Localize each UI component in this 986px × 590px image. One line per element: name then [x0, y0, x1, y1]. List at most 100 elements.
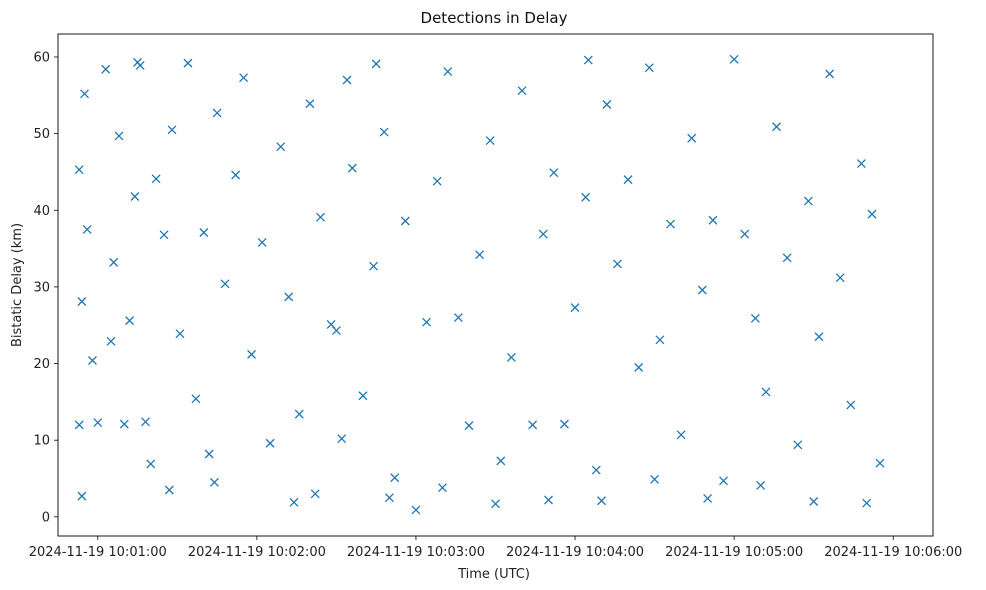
data-point — [875, 458, 885, 468]
data-point — [581, 192, 591, 202]
data-point — [528, 420, 538, 430]
data-point — [597, 496, 607, 506]
data-point — [623, 175, 633, 185]
y-tick-label: 0 — [42, 510, 50, 525]
data-point — [265, 438, 275, 448]
data-point — [793, 440, 803, 450]
data-point — [703, 493, 713, 503]
data-point — [538, 229, 548, 239]
data-point — [390, 473, 400, 483]
data-point — [164, 485, 174, 495]
data-point — [687, 133, 697, 143]
data-point — [650, 474, 660, 484]
data-point — [644, 63, 654, 73]
x-tick-label: 2024-11-19 10:03:00 — [347, 545, 485, 560]
data-point — [384, 493, 394, 503]
data-point — [231, 170, 241, 180]
data-point — [93, 418, 103, 428]
data-point — [867, 209, 877, 219]
data-point — [77, 491, 87, 501]
data-point — [191, 394, 201, 404]
data-point — [331, 326, 341, 336]
data-point — [199, 228, 209, 237]
data-point — [74, 420, 84, 430]
data-point — [133, 57, 143, 67]
data-point — [655, 335, 665, 345]
data-point — [167, 125, 177, 135]
data-point — [602, 100, 612, 109]
data-point — [856, 159, 866, 168]
data-point — [862, 498, 872, 508]
y-tick-label: 40 — [33, 204, 50, 219]
data-point — [719, 476, 728, 486]
data-point — [183, 58, 193, 68]
data-point — [88, 356, 97, 365]
data-point — [491, 499, 500, 509]
data-point — [276, 142, 286, 152]
data-point — [109, 257, 119, 267]
data-point — [485, 136, 495, 145]
x-tick-label: 2024-11-19 10:06:00 — [824, 545, 962, 560]
data-point — [506, 352, 516, 362]
data-point — [247, 349, 257, 359]
y-axis: 0 10 20 30 40 50 60 — [33, 50, 58, 525]
data-point — [411, 505, 421, 515]
data-point — [634, 362, 644, 372]
data-point — [284, 292, 294, 302]
data-point — [835, 273, 845, 283]
data-point — [239, 73, 249, 83]
data-point — [496, 456, 506, 466]
data-point — [151, 174, 161, 184]
x-tick-label: 2024-11-19 10:05:00 — [665, 545, 803, 560]
data-point — [761, 387, 771, 397]
data-point — [220, 279, 230, 289]
x-tick-label: 2024-11-19 10:02:00 — [188, 545, 326, 560]
data-point — [708, 215, 718, 225]
data-point — [570, 303, 580, 313]
x-axis-label: Time (UTC) — [457, 567, 530, 582]
data-point — [316, 212, 325, 222]
data-point — [379, 127, 389, 137]
data-point — [371, 59, 381, 69]
data-point — [825, 69, 835, 79]
y-tick-label: 60 — [33, 50, 50, 65]
data-point — [549, 168, 559, 178]
data-point — [782, 253, 792, 263]
data-point — [305, 99, 315, 109]
data-point — [82, 224, 92, 234]
x-axis: 2024-11-19 10:01:00 2024-11-19 10:02:00 20… — [29, 536, 962, 560]
data-point — [342, 75, 352, 85]
data-point — [443, 67, 453, 77]
data-point — [453, 313, 463, 323]
data-point — [814, 332, 824, 342]
data-point — [475, 250, 485, 260]
data-point — [666, 219, 675, 229]
data-point — [204, 449, 214, 459]
data-point — [209, 477, 219, 487]
data-point — [544, 495, 553, 505]
y-tick-label: 10 — [33, 434, 50, 449]
x-tick-label: 2024-11-19 10:01:00 — [29, 545, 167, 560]
data-point — [613, 259, 622, 269]
data-point — [101, 64, 111, 74]
data-point — [729, 54, 739, 64]
plot-frame — [57, 33, 934, 537]
data-point — [146, 459, 156, 469]
data-point — [289, 497, 299, 507]
data-point — [77, 297, 87, 306]
y-axis-label: Bistatic Delay (km) — [10, 223, 25, 347]
data-point — [583, 55, 593, 65]
data-point — [846, 400, 856, 410]
data-point — [125, 316, 135, 326]
data-point — [257, 238, 267, 247]
data-point — [74, 165, 84, 175]
data-point — [347, 163, 357, 173]
data-point — [809, 497, 819, 506]
data-point — [438, 483, 447, 493]
data-point — [400, 216, 410, 226]
data-point — [464, 421, 474, 431]
data-point — [803, 196, 813, 206]
data-point — [517, 86, 527, 96]
data-point — [358, 391, 368, 401]
